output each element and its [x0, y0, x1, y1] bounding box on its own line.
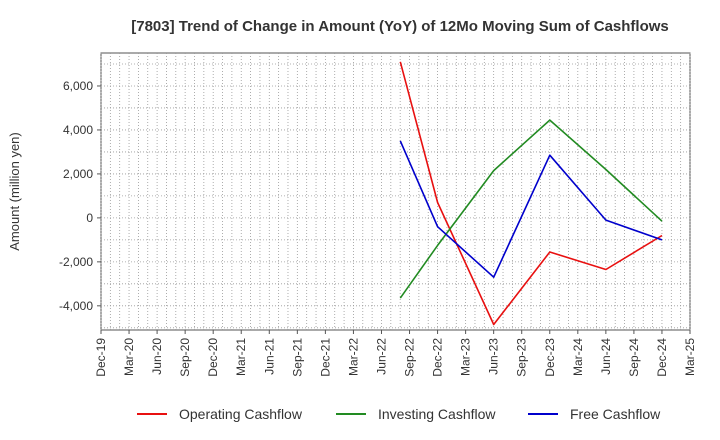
x-tick-label: Mar-21: [234, 338, 248, 376]
series-line-operating-cashflow: [399, 61, 663, 326]
y-tick-label: 4,000: [63, 123, 93, 137]
x-tick-label: Dec-24: [655, 338, 669, 377]
x-tick-label: Dec-19: [94, 338, 108, 377]
x-tick-label: Sep-21: [290, 338, 304, 377]
x-tick-label: Sep-22: [403, 338, 417, 377]
legend: Operating Cashflow Investing Cashflow Free…: [137, 406, 661, 422]
y-axis-label: Amount (million yen): [7, 132, 22, 251]
series-lines: [399, 61, 663, 326]
grid-lines: [100, 53, 691, 330]
x-tick-label: Dec-21: [318, 338, 332, 377]
series-line-investing-cashflow: [399, 119, 663, 299]
x-tick-label: Jun-21: [262, 338, 276, 375]
y-tick-label: -2,000: [59, 255, 93, 269]
y-tick-label: 6,000: [63, 79, 93, 93]
x-tick-label: Mar-24: [571, 338, 585, 376]
x-tick-label: Sep-24: [627, 338, 641, 377]
x-tick-label: Mar-20: [122, 338, 136, 376]
x-tick-label: Mar-25: [683, 338, 697, 376]
plot-area: [100, 52, 691, 331]
y-tick-label: -4,000: [59, 299, 93, 313]
x-tick-label: Jun-23: [487, 338, 501, 375]
axes: -4,000 -2,000 0 2,000 4,000 6,000 Dec-19 Mar-20…: [59, 79, 697, 377]
x-tick-label: Jun-24: [599, 338, 613, 375]
x-tick-label: Sep-20: [178, 338, 192, 377]
y-tick-label: 2,000: [63, 167, 93, 181]
legend-label: Investing Cashflow: [378, 406, 496, 422]
x-tick-label: Mar-22: [346, 338, 360, 376]
x-tick-label: Sep-23: [515, 338, 529, 377]
x-tick-label: Dec-23: [543, 338, 557, 377]
x-tick-label: Jun-20: [150, 338, 164, 375]
legend-label: Free Cashflow: [570, 406, 661, 422]
y-tick-label: 0: [86, 211, 93, 225]
series-line-free-cashflow: [399, 140, 663, 279]
legend-label: Operating Cashflow: [179, 406, 303, 422]
x-tick-label: Dec-22: [431, 338, 445, 377]
x-tick-label: Dec-20: [206, 338, 220, 377]
x-tick-label: Mar-23: [459, 338, 473, 376]
x-tick-label: Jun-22: [374, 338, 388, 375]
chart-title: [7803] Trend of Change in Amount (YoY) o…: [131, 18, 669, 35]
